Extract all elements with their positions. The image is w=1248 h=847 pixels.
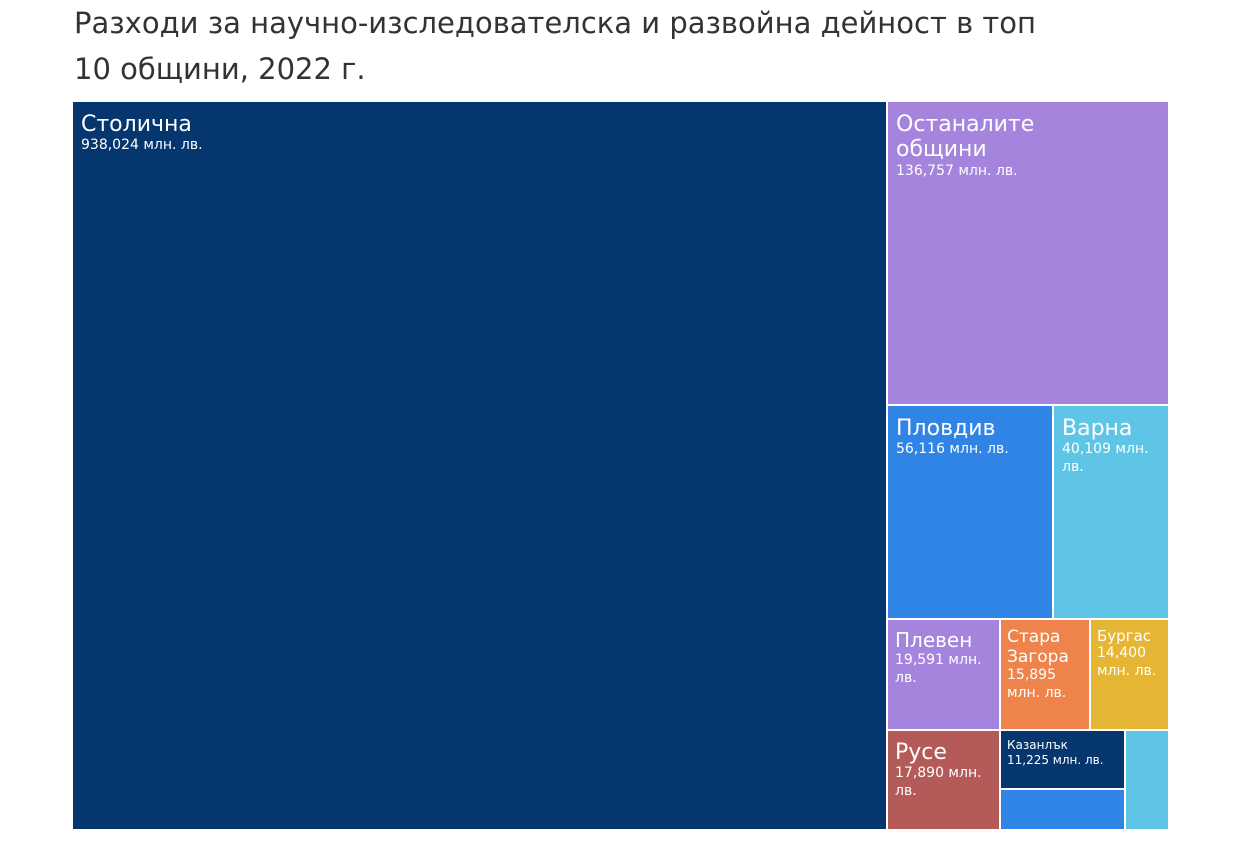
tile-value: 14,400 млн. лв. (1097, 645, 1157, 679)
treemap-tile-плевен: Плевен 19,591 млн. лв. (887, 619, 1000, 730)
tile-value: 17,890 млн. лв. (895, 765, 982, 799)
tile-value: 11,225 млн. лв. (1007, 752, 1104, 767)
tile-label: Стара Загора (1007, 627, 1069, 667)
tile-value: 938,024 млн. лв. (81, 137, 203, 154)
treemap-tile-столична: Столична 938,024 млн. лв. (72, 101, 887, 830)
treemap-tile-стара-загора: Стара Загора 15,895 млн. лв. (1000, 619, 1090, 730)
tile-label: Пловдив (896, 416, 996, 441)
tile-value: 15,895 млн. лв. (1007, 667, 1067, 701)
treemap-tile-unlabeled (1125, 730, 1169, 830)
chart-title: Разходи за научно-изследователска и разв… (74, 6, 1036, 86)
treemap-tile-русе: Русе 17,890 млн. лв. (887, 730, 1000, 830)
treemap-tile-варна: Варна 40,109 млн. лв. (1053, 405, 1169, 619)
tile-label: Варна (1062, 416, 1133, 441)
treemap-tile-казанлък: Казанлък 11,225 млн. лв. (1000, 730, 1125, 789)
treemap-tile-пловдив: Пловдив 56,116 млн. лв. (887, 405, 1053, 619)
tile-label: Останалите общини (896, 112, 1035, 163)
tile-label: Бургас (1097, 627, 1152, 645)
tile-label: Столична (81, 112, 192, 137)
tile-value: 40,109 млн. лв. (1062, 441, 1149, 475)
tile-value: 19,591 млн. лв. (895, 652, 982, 686)
tile-label: Казанлък (1007, 738, 1068, 752)
treemap-tile-бургас: Бургас 14,400 млн. лв. (1090, 619, 1169, 730)
tile-value: 136,757 млн. лв. (896, 162, 1018, 179)
tile-label: Плевен (895, 628, 973, 652)
treemap-tile-останалите-общини: Останалите общини 136,757 млн. лв. (887, 101, 1169, 405)
tile-label: Русе (895, 740, 947, 765)
tile-value: 56,116 млн. лв. (896, 441, 1009, 458)
treemap-tile-unlabeled (1000, 789, 1125, 830)
